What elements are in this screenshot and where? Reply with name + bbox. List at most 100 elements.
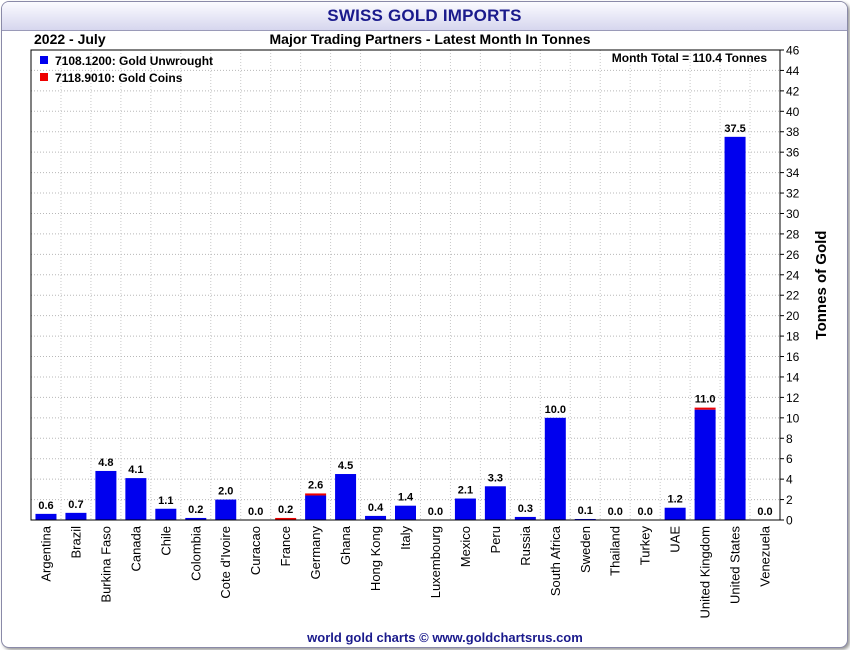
y-tick-label: 28 bbox=[786, 227, 800, 241]
bar-unwrought bbox=[544, 417, 566, 520]
bar-unwrought bbox=[35, 513, 57, 520]
x-tick-label: Sweden bbox=[578, 526, 593, 573]
bar-unwrought bbox=[514, 516, 536, 520]
x-tick-label: Burkina Faso bbox=[98, 526, 113, 603]
y-tick-label: 20 bbox=[786, 309, 800, 323]
month-total-annotation: Month Total = 110.4 Tonnes bbox=[612, 51, 768, 65]
x-tick-label: United Kingdom bbox=[698, 526, 713, 619]
legend: 7108.1200: Gold Unwrought 7118.9010: Gol… bbox=[40, 54, 213, 85]
x-tick-label: Mexico bbox=[458, 526, 473, 567]
bar-value-label: 0.0 bbox=[248, 506, 263, 518]
bar-unwrought bbox=[664, 507, 686, 520]
x-tick-label: Russia bbox=[518, 525, 533, 566]
bar-unwrought bbox=[215, 499, 237, 520]
bar-unwrought bbox=[335, 474, 357, 520]
y-tick-labels: 0246810121416182022242628303234363840424… bbox=[780, 44, 800, 528]
bar-unwrought bbox=[694, 409, 716, 520]
y-axis-title: Tonnes of Gold bbox=[813, 231, 830, 340]
x-tick-label: Ghana bbox=[338, 525, 353, 565]
y-tick-label: 4 bbox=[786, 473, 793, 487]
bar-unwrought bbox=[724, 136, 746, 520]
y-tick-label: 12 bbox=[786, 391, 800, 405]
bar-value-label: 37.5 bbox=[724, 123, 745, 135]
y-tick-label: 16 bbox=[786, 350, 800, 364]
x-tick-label: Colombia bbox=[188, 525, 203, 581]
y-tick-label: 32 bbox=[786, 187, 800, 201]
plot-border bbox=[30, 49, 781, 521]
bar-coins bbox=[694, 407, 716, 410]
x-tick-label: Italy bbox=[398, 526, 413, 550]
footer-credit: world gold charts © www.goldchartsrus.co… bbox=[307, 630, 583, 645]
bar-value-label: 0.0 bbox=[638, 506, 653, 518]
legend-label-unwrought: 7108.1200: Gold Unwrought bbox=[55, 54, 213, 68]
y-tick-label: 46 bbox=[786, 44, 800, 58]
bar-value-label: 11.0 bbox=[695, 394, 716, 406]
x-tick-label: Brazil bbox=[68, 526, 83, 559]
y-tick-label: 42 bbox=[786, 84, 800, 98]
title-bar: SWISS GOLD IMPORTS bbox=[2, 2, 847, 31]
x-tick-label: Canada bbox=[128, 525, 143, 571]
legend-swatch-unwrought bbox=[40, 56, 48, 64]
x-tick-labels: Argentina Brazil Burkina Faso Canada Chile Co… bbox=[38, 525, 772, 618]
bar-value-label: 2.0 bbox=[218, 486, 233, 498]
y-tick-label: 30 bbox=[786, 207, 800, 221]
x-tick-label: France bbox=[278, 526, 293, 566]
y-tick-label: 24 bbox=[786, 268, 800, 282]
bar-unwrought bbox=[185, 517, 207, 520]
y-tick-label: 0 bbox=[786, 514, 793, 528]
bars bbox=[35, 136, 746, 521]
bar-unwrought bbox=[395, 505, 416, 520]
x-tick-label: Chile bbox=[158, 526, 173, 556]
y-tick-label: 38 bbox=[786, 125, 800, 139]
bar-value-label: 4.1 bbox=[128, 464, 143, 476]
bar-unwrought bbox=[155, 508, 177, 520]
chart-subtitle: Major Trading Partners - Latest Month In… bbox=[269, 31, 591, 47]
bar-value-label: 0.6 bbox=[38, 500, 53, 512]
y-tick-label: 8 bbox=[786, 432, 793, 446]
bar-value-label: 2.1 bbox=[458, 485, 473, 497]
bar-value-label: 3.3 bbox=[488, 472, 503, 484]
bar-value-label: 4.5 bbox=[338, 460, 353, 472]
y-tick-label: 18 bbox=[786, 330, 800, 344]
bar-value-label: 0.3 bbox=[518, 503, 533, 515]
y-tick-label: 44 bbox=[786, 64, 800, 78]
plot-area bbox=[31, 50, 780, 520]
bar-unwrought bbox=[484, 486, 506, 520]
x-tick-label: Cote d'Ivoire bbox=[218, 526, 233, 599]
bar-unwrought bbox=[305, 495, 327, 520]
x-tick-label: United States bbox=[728, 526, 743, 605]
y-tick-label: 36 bbox=[786, 146, 800, 160]
bar-unwrought bbox=[65, 512, 87, 520]
x-tick-label: Venezuela bbox=[758, 525, 773, 586]
x-tick-label: Argentina bbox=[38, 525, 53, 581]
x-tick-label: Hong Kong bbox=[368, 526, 383, 591]
x-tick-label: UAE bbox=[668, 526, 683, 553]
y-tick-label: 26 bbox=[786, 248, 800, 262]
bar-value-label: 4.8 bbox=[98, 457, 113, 469]
bar-value-label: 1.1 bbox=[158, 495, 173, 507]
value-labels: 0.6 0.7 4.8 4.1 1.1 0.2 2.0 0.0 0.2 2.6 4.5 0.4 1.4 0… bbox=[38, 123, 772, 518]
bar-value-label: 0.2 bbox=[188, 504, 203, 516]
bar-unwrought bbox=[365, 515, 387, 520]
y-tick-label: 6 bbox=[786, 452, 793, 466]
bar-coins bbox=[275, 517, 297, 520]
bar-value-label: 0.4 bbox=[368, 502, 384, 514]
y-tick-label: 2 bbox=[786, 493, 793, 507]
bar-value-label: 0.2 bbox=[278, 504, 293, 516]
bar-value-label: 0.0 bbox=[757, 506, 772, 518]
bar-coins bbox=[305, 493, 327, 496]
x-tick-label: Germany bbox=[308, 526, 323, 580]
legend-label-coins: 7118.9010: Gold Coins bbox=[55, 71, 183, 85]
x-tick-label: Peru bbox=[488, 526, 503, 553]
bar-value-label: 1.2 bbox=[667, 494, 682, 506]
y-tick-label: 10 bbox=[786, 411, 800, 425]
y-tick-label: 34 bbox=[786, 166, 800, 180]
legend-swatch-coins bbox=[40, 73, 48, 81]
bar-unwrought bbox=[454, 498, 476, 520]
x-tick-label: South Africa bbox=[548, 525, 563, 596]
x-tick-label: Turkey bbox=[638, 526, 653, 566]
y-tick-label: 22 bbox=[786, 289, 800, 303]
bar-unwrought bbox=[95, 470, 117, 520]
x-tick-label: Luxembourg bbox=[428, 526, 443, 598]
